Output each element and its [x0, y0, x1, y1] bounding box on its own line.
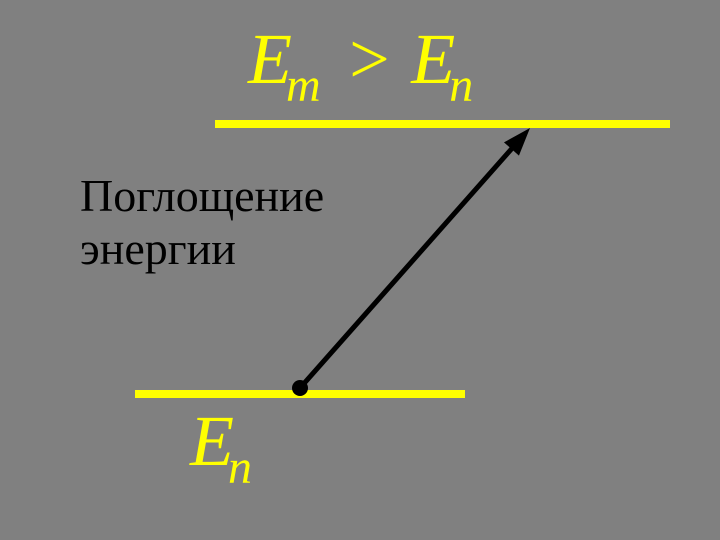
- absorption-label: Поглощение энергии: [80, 170, 324, 276]
- subscript-n-lower: n: [228, 441, 252, 494]
- lower-level-formula: En: [190, 400, 258, 483]
- subscript-n-upper: n: [449, 59, 473, 112]
- absorption-line2: энергии: [80, 223, 236, 274]
- upper-energy-level-line: [215, 120, 670, 128]
- subscript-m: m: [286, 59, 321, 112]
- symbol-greater-than: >: [327, 19, 412, 99]
- diagram-canvas: Em > En Поглощение энергии En: [0, 0, 720, 540]
- upper-level-formula: Em > En: [248, 18, 479, 101]
- lower-energy-level-line: [135, 390, 465, 398]
- absorption-line1: Поглощение: [80, 170, 324, 221]
